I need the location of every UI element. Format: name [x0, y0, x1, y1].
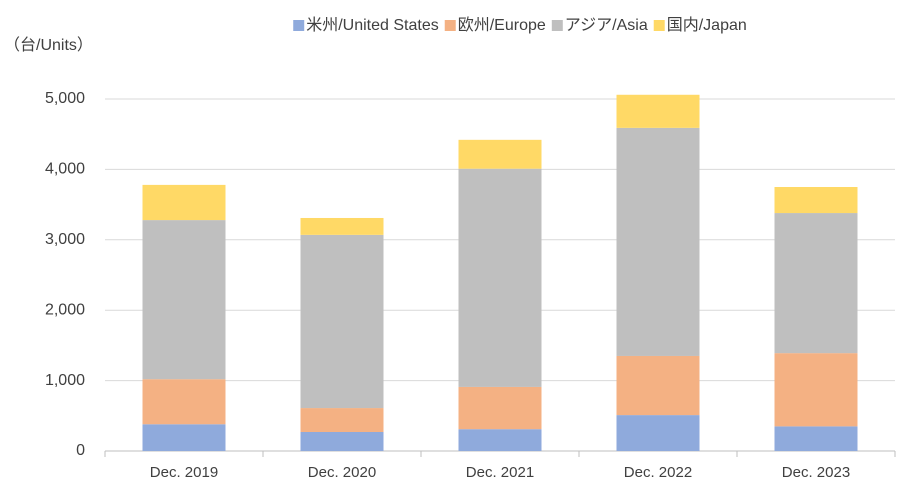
legend-swatch — [551, 20, 563, 31]
bar-segment — [300, 217, 384, 235]
x-tick-label: Dec. 2021 — [466, 464, 534, 481]
x-tick-label: Dec. 2023 — [782, 464, 850, 481]
bar-segment — [774, 187, 858, 214]
bar-segment — [774, 353, 858, 427]
legend-label: 米州/United States — [306, 16, 439, 34]
bar-segment — [616, 127, 700, 356]
legend-label: 国内/Japan — [667, 16, 747, 34]
y-tick-label: 0 — [76, 442, 85, 459]
bar-segment — [300, 234, 384, 409]
bar-segment — [616, 415, 700, 451]
legend-swatch — [444, 20, 456, 31]
x-tick-label: Dec. 2019 — [150, 464, 218, 481]
bar-segment — [458, 168, 542, 387]
y-tick-label: 3,000 — [45, 231, 85, 248]
bar-segment — [774, 213, 858, 354]
x-tick-label: Dec. 2020 — [308, 464, 376, 481]
legend-label: アジア/Asia — [565, 17, 648, 34]
x-tick-label: Dec. 2022 — [624, 464, 692, 481]
legend-label: 欧州/Europe — [458, 16, 546, 34]
bar-segment — [142, 379, 226, 425]
y-axis-label: （台/Units） — [4, 36, 93, 54]
bar-segment — [142, 220, 226, 380]
bar-segment — [458, 139, 542, 169]
bar-segment — [300, 408, 384, 432]
legend-swatch — [293, 20, 305, 31]
y-tick-label: 4,000 — [45, 161, 85, 178]
bar-segment — [300, 431, 384, 451]
bar-segment — [616, 355, 700, 416]
bar-segment — [142, 184, 226, 221]
y-tick-label: 5,000 — [45, 90, 85, 107]
bar-segment — [142, 424, 226, 451]
bar-segment — [616, 94, 700, 128]
legend-swatch — [653, 20, 665, 31]
bar-segment — [774, 426, 858, 451]
bar-segment — [458, 429, 542, 451]
bar-segment — [458, 386, 542, 430]
y-tick-label: 1,000 — [45, 372, 85, 389]
y-tick-label: 2,000 — [45, 301, 85, 318]
